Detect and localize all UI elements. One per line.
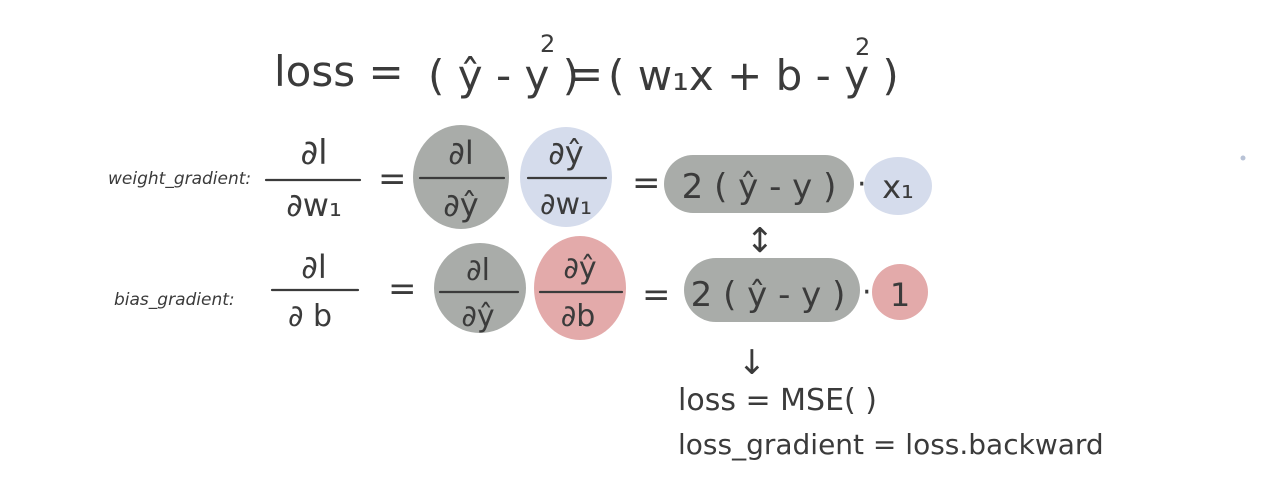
weight-f2-num: ∂ŷ: [548, 134, 583, 172]
weight-eq2: =: [632, 163, 661, 203]
weight-f2-den: ∂w₁: [540, 187, 592, 222]
loss-rhs: ( w₁x + b - y ): [608, 51, 899, 100]
weight-label: weight_gradient:: [108, 169, 251, 189]
weight-lhs-den: ∂w₁: [286, 186, 342, 224]
loss-eq: =: [568, 49, 603, 98]
bias-f1-den: ∂ŷ: [461, 299, 494, 334]
highlight-red-dyhat-db: [534, 236, 626, 340]
bias-label: bias_gradient:: [114, 290, 235, 310]
loss-exp1: 2: [540, 30, 555, 58]
bias-lhs-den: ∂ b: [288, 299, 332, 334]
weight-factor: x₁: [882, 168, 914, 206]
weight-eq1: =: [378, 159, 407, 199]
highlight-gray-term-weight: [664, 155, 854, 213]
highlight-layer: [413, 125, 932, 340]
highlight-gray-dl-dyhat-bias: [434, 243, 526, 333]
note-line-2: loss_gradient = loss.backward: [678, 428, 1104, 461]
bias-gradient-row: bias_gradient: ∂l ∂ b = ∂l ∂ŷ ∂ŷ ∂b = 2 …: [114, 248, 910, 334]
highlight-gray-term-bias: [684, 258, 860, 322]
weight-term: 2 ( ŷ - y ): [682, 167, 837, 207]
bias-term: 2 ( ŷ - y ): [691, 275, 846, 315]
weight-dot: ·: [857, 167, 867, 202]
bias-lhs-num: ∂l: [301, 248, 326, 286]
bias-factor: 1: [890, 276, 910, 314]
weight-gradient-row: weight_gradient: ∂l ∂w₁ = ∂l ∂ŷ ∂ŷ ∂w₁ =…: [108, 133, 914, 224]
bias-dot: ·: [862, 275, 872, 310]
vertical-double-arrow-icon: ↕: [746, 221, 775, 261]
weight-f1-den: ∂ŷ: [443, 186, 478, 224]
highlight-blue-x1: [864, 157, 932, 215]
down-arrow-icon: ↓: [738, 343, 767, 383]
note-line-1: loss = MSE( ): [678, 383, 877, 418]
bias-eq1: =: [388, 269, 417, 309]
loss-lhs: loss =: [274, 47, 404, 96]
bias-f1-num: ∂l: [466, 253, 490, 288]
bias-eq2: =: [642, 275, 671, 315]
loss-exp2: 2: [855, 33, 870, 61]
bottom-notes: ↓ loss = MSE( ) loss_gradient = loss.bac…: [678, 343, 1104, 461]
bias-f2-den: ∂b: [561, 299, 596, 334]
loss-equation: loss = ( ŷ - y ) 2 = ( w₁x + b - y ) 2: [274, 30, 899, 100]
weight-f1-num: ∂l: [448, 134, 473, 172]
stray-dot: [1240, 155, 1246, 161]
highlight-red-one: [872, 264, 928, 320]
weight-lhs-num: ∂l: [300, 133, 327, 173]
loss-mid: ( ŷ - y ): [428, 51, 579, 100]
bias-f2-num: ∂ŷ: [563, 251, 596, 286]
